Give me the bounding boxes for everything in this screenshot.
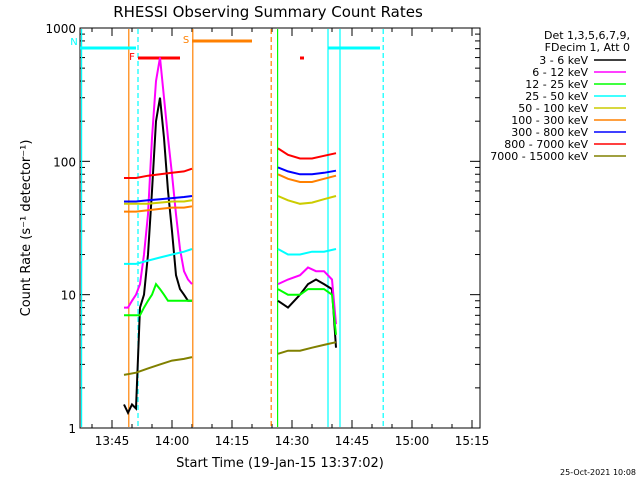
y-tick-label: 100: [53, 155, 76, 169]
plot-area: [79, 27, 481, 429]
detector-info-line-1: Det 1,3,5,6,7,9,: [544, 29, 630, 42]
series-line-3: [277, 248, 337, 256]
data-series: [123, 57, 337, 416]
detector-info-line-2: FDecim 1, Att 0: [545, 41, 630, 54]
series-line-4: [277, 195, 337, 205]
legend-label: 50 - 100 keV: [518, 102, 588, 115]
legend-label: 12 - 25 keV: [525, 78, 588, 91]
series-line-2: [277, 288, 337, 335]
y-tick-label: 1000: [45, 22, 76, 36]
reference-lines: [80, 29, 384, 427]
plot-frame: [79, 27, 481, 429]
flag-label: N: [70, 37, 77, 48]
series-line-7: [124, 167, 193, 179]
x-tick-label: 15:15: [455, 434, 490, 448]
series-line-5: [277, 173, 337, 183]
series-line-8: [123, 356, 193, 376]
timestamp: 25-Oct-2021 10:08: [560, 468, 636, 477]
legend-label: 3 - 6 keV: [539, 54, 588, 67]
series-line-1: [277, 266, 337, 325]
legend-label: 6 - 12 keV: [532, 66, 588, 79]
series-line-8: [277, 341, 337, 355]
flag-label: F: [129, 52, 135, 63]
x-tick-label: 15:00: [395, 434, 430, 448]
x-tick-label: 14:45: [335, 434, 370, 448]
series-line-2: [124, 282, 192, 317]
legend-label: 800 - 7000 keV: [504, 138, 588, 151]
series-line-0: [123, 97, 192, 416]
x-tick-label: 14:00: [155, 434, 190, 448]
status-flags: N S F: [70, 35, 380, 63]
legend-label: 100 - 300 keV: [511, 114, 588, 127]
x-axis-label: Start Time (19-Jan-15 13:37:02): [176, 456, 384, 471]
chart-title: RHESSI Observing Summary Count Rates: [113, 3, 423, 21]
series-line-6: [124, 195, 193, 203]
flag-label: S: [183, 35, 189, 46]
x-tick-label: 14:30: [275, 434, 310, 448]
series-line-6: [277, 166, 337, 176]
series-line-0: [277, 278, 337, 348]
series-line-5: [124, 205, 193, 213]
x-tick-label: 13:45: [95, 434, 130, 448]
series-line-1: [124, 57, 193, 309]
detector-info: Det 1,3,5,6,7,9, FDecim 1, Att 0: [544, 29, 630, 54]
y-axis-label: Count Rate (s⁻¹ detector⁻¹): [19, 140, 34, 317]
series-line-3: [124, 248, 193, 265]
x-tick-label: 14:15: [215, 434, 250, 448]
x-axis-ticks: 13:45 14:00 14:15 14:30 14:45 15:00 15:15: [91, 28, 490, 448]
y-axis-ticks: 1 10 100 1000: [45, 22, 480, 436]
series-line-4: [124, 199, 193, 205]
legend-label: 25 - 50 keV: [525, 90, 588, 103]
y-tick-label: 10: [61, 289, 76, 303]
y-tick-label: 1: [68, 422, 76, 436]
series-line-7: [277, 147, 337, 160]
legend-label: 7000 - 15000 keV: [490, 150, 588, 163]
legend-label: 300 - 800 keV: [511, 126, 588, 139]
